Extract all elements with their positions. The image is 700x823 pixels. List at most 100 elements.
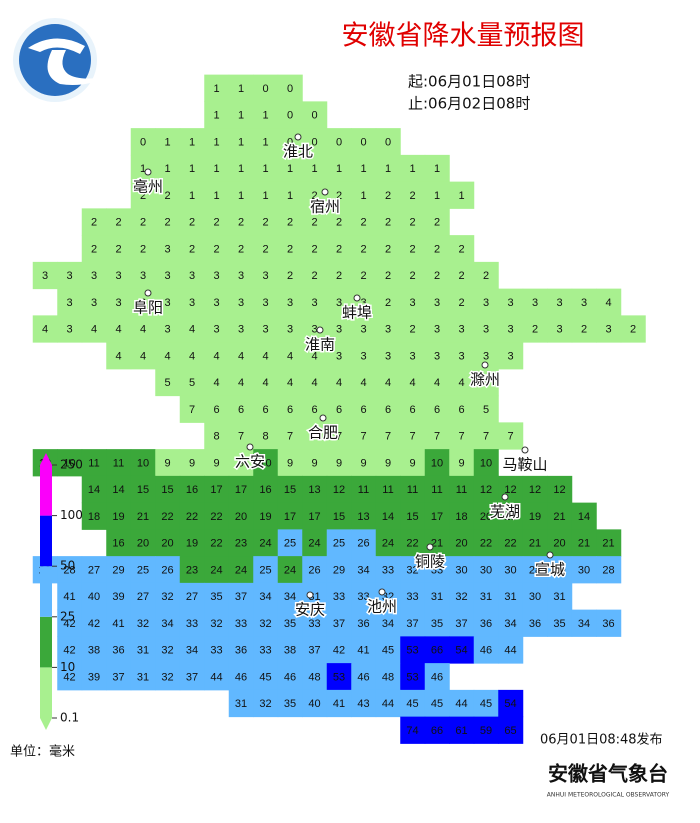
rain-value: 45 [259, 671, 271, 683]
rain-cell [473, 609, 499, 637]
rain-value: 3 [189, 270, 195, 282]
rain-value: 37 [308, 645, 320, 657]
rain-value: 2 [262, 217, 268, 229]
rain-cell [81, 315, 107, 343]
rain-value: 37 [333, 618, 345, 630]
rain-cell [302, 663, 328, 691]
rain-value: 17 [235, 484, 247, 496]
rain-cell [473, 529, 499, 557]
rain-value: 3 [164, 297, 170, 309]
rain-value: 9 [213, 457, 219, 469]
rain-value: 31 [137, 671, 149, 683]
rain-value: 1 [213, 136, 219, 148]
rain-value: 7 [287, 431, 293, 443]
rain-value: 6 [409, 404, 415, 416]
rain-value: 0 [262, 83, 268, 95]
rain-value: 1 [385, 163, 391, 175]
rain-cell [302, 502, 328, 530]
rain-value: 3 [409, 350, 415, 362]
city-dot [378, 588, 386, 596]
rain-cell [179, 582, 205, 611]
city-name: 淮南 [305, 336, 335, 354]
city-name: 滁州 [470, 371, 500, 389]
rain-value: 11 [88, 457, 99, 469]
rain-cell [204, 74, 230, 102]
rain-value: 3 [385, 350, 391, 362]
rain-cell [596, 609, 622, 637]
rain-value: 25 [333, 538, 345, 550]
rain-value: 36 [357, 618, 369, 630]
rain-cell [130, 154, 156, 183]
rain-value: 2 [262, 243, 268, 255]
rain-value: 1 [238, 190, 244, 202]
rain-cell [571, 315, 597, 343]
rain-cell [498, 288, 524, 316]
rain-cell [179, 529, 205, 557]
rain-value: 3 [532, 297, 538, 309]
rain-cell [326, 449, 352, 477]
rain-value: 30 [553, 564, 565, 576]
rain-cell [351, 529, 377, 557]
city-dot [501, 493, 509, 501]
rain-value: 1 [409, 163, 415, 175]
rain-cell [400, 342, 426, 370]
rain-cell [277, 609, 303, 637]
rain-value: 6 [434, 404, 440, 416]
rain-value: 7 [238, 431, 244, 443]
legend-label: 25 [60, 609, 75, 623]
rain-cell [204, 395, 230, 423]
rain-cell [473, 368, 499, 397]
rain-value: 4 [140, 324, 146, 336]
rain-value: 7 [385, 431, 391, 443]
rain-value: 6 [287, 404, 293, 416]
rain-cell [179, 449, 205, 477]
rain-cell [302, 636, 328, 664]
rain-cell [57, 288, 83, 316]
rain-cell [253, 449, 279, 477]
rain-value: 31 [431, 591, 443, 603]
rain-value: 36 [529, 618, 541, 630]
city-dot [319, 414, 327, 422]
rain-cell [522, 556, 548, 584]
rain-cell [424, 582, 450, 611]
rain-value: 3 [164, 243, 170, 255]
rain-cell [302, 181, 328, 209]
rain-cell [424, 689, 450, 718]
rain-value: 2 [385, 190, 391, 202]
unit: 单位：毫米 [10, 744, 75, 760]
rain-value: 6 [262, 404, 268, 416]
rain-cell [326, 288, 352, 316]
rain-value: 1 [189, 163, 195, 175]
rain-value: 22 [186, 511, 198, 523]
rain-value: 2 [409, 324, 415, 336]
rain-value: 2 [140, 217, 146, 229]
rain-cell [302, 208, 328, 236]
rain-cell [57, 449, 83, 477]
rain-value: 37 [186, 671, 198, 683]
rain-cell [81, 475, 107, 504]
rain-value: 4 [262, 377, 268, 389]
rain-value: 44 [455, 698, 467, 710]
rain-value: 3 [189, 297, 195, 309]
rain-value: 2 [287, 270, 293, 282]
rain-cell [253, 689, 279, 718]
rain-cell [424, 154, 450, 183]
rain-value: 26 [308, 564, 320, 576]
rain-cell [351, 422, 377, 450]
rain-cell [424, 529, 450, 557]
rain-cell [277, 342, 303, 370]
rain-cell [351, 342, 377, 370]
rain-cell [179, 395, 205, 423]
rain-value: 9 [458, 457, 464, 469]
rain-cell [228, 449, 254, 477]
rain-value: 0 [287, 83, 293, 95]
rain-value: 6 [336, 404, 342, 416]
city-name: 阜阳 [133, 299, 163, 317]
rain-value: 3 [483, 350, 489, 362]
rain-cell [498, 502, 524, 530]
city-name: 六安 [235, 453, 265, 471]
rain-cell [106, 342, 132, 370]
rain-cell [106, 475, 132, 504]
rain-value: 1 [262, 136, 268, 148]
rain-cell [326, 529, 352, 557]
